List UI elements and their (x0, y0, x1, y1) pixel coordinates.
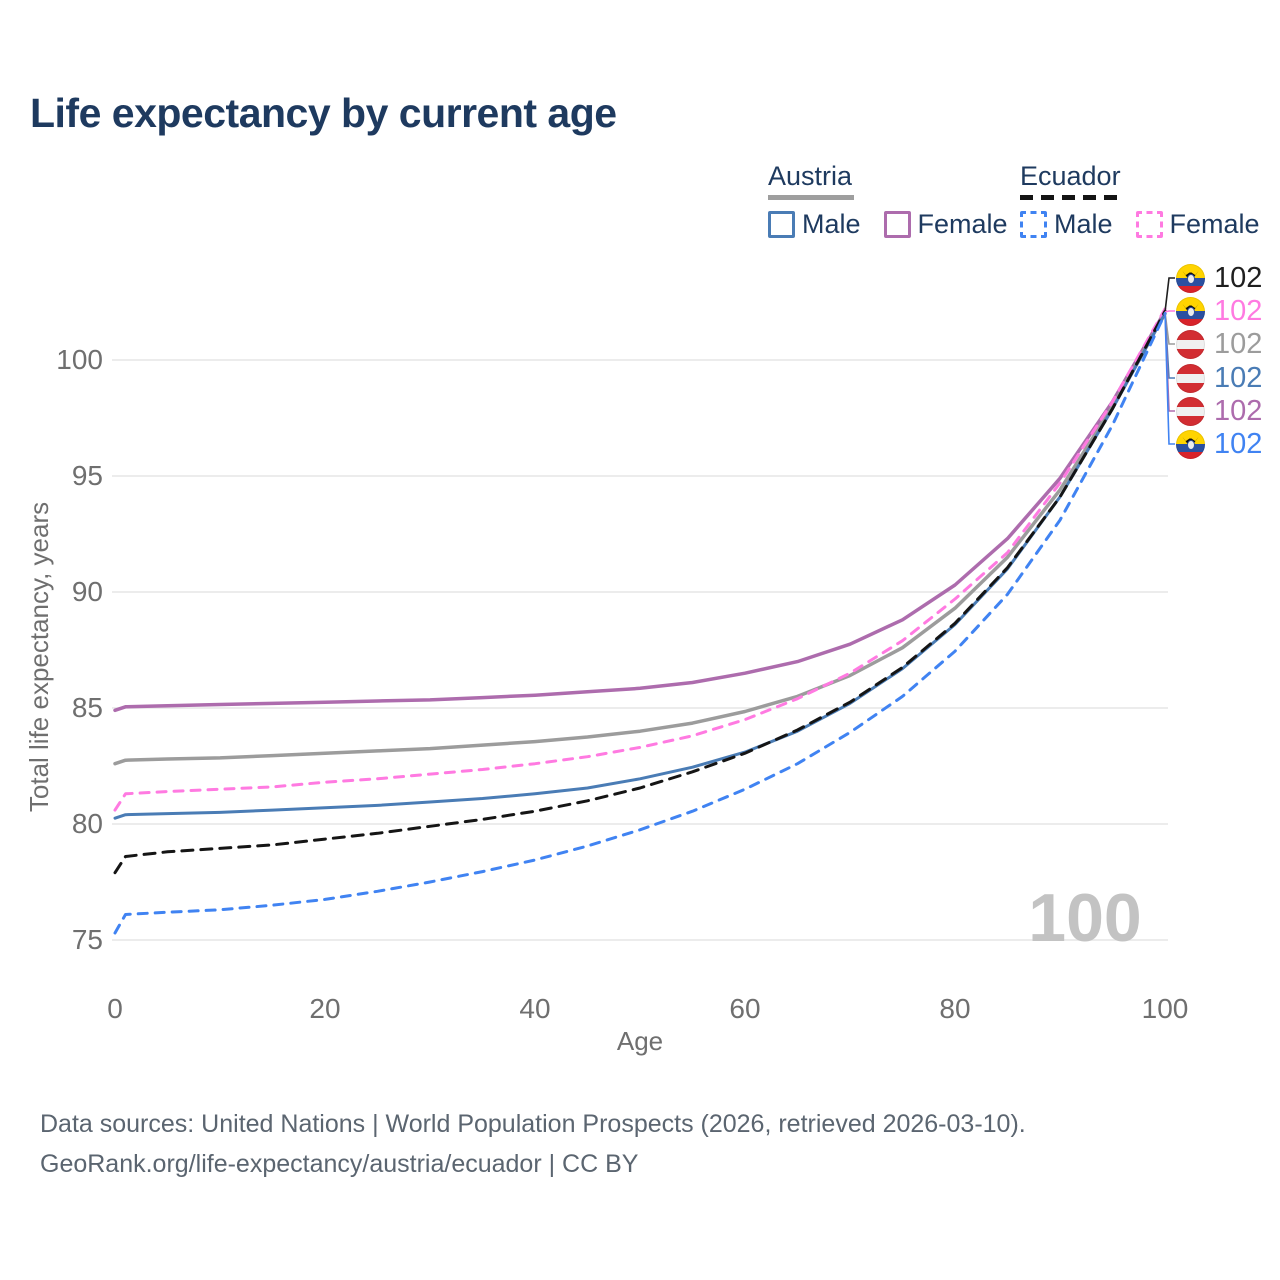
x-tick-40: 40 (519, 993, 550, 1024)
austria-flag-icon (1176, 363, 1205, 393)
end-label-row: 102 (1176, 263, 1262, 293)
end-label-value: 102 (1214, 328, 1263, 360)
end-label-row: 102 (1176, 329, 1262, 359)
legend-group-ecuador: Ecuador Male Female (1020, 161, 1260, 240)
series-austria-female-line (113, 309, 1167, 713)
end-label-connector (1164, 277, 1175, 313)
y-tick-80: 80 (72, 808, 103, 839)
ecuador-flag-icon (1176, 429, 1205, 459)
legend-item-austria-male[interactable]: Male (768, 209, 861, 240)
x-axis-title: Age (617, 1026, 663, 1056)
end-label-row: 102 (1176, 296, 1262, 326)
legend-header-austria: Austria (768, 161, 853, 191)
ecuador-female-checkbox[interactable] (1135, 211, 1163, 238)
series-austria-line (113, 311, 1167, 766)
legend-header-ecuador: Ecuador (1020, 161, 1121, 191)
austria-flag-icon (1176, 396, 1205, 426)
legend-item-ecuador-male[interactable]: Male (1020, 209, 1113, 240)
end-label-row: 102 (1176, 363, 1262, 393)
page-title: Life expectancy by current age (30, 90, 617, 136)
end-label-value: 102 (1214, 362, 1263, 394)
y-tick-85: 85 (72, 692, 103, 723)
end-label-value: 102 (1214, 428, 1263, 460)
series-ecuador-line (113, 309, 1167, 875)
end-label-value: 102 (1214, 395, 1263, 427)
end-label-connector (1164, 311, 1175, 445)
x-tick-60: 60 (729, 993, 760, 1024)
y-tick-100: 100 (56, 344, 103, 375)
ecuador-dashed-line-swatch (1020, 195, 1117, 200)
x-tick-80: 80 (939, 993, 970, 1024)
ecuador-male-checkbox[interactable] (1020, 211, 1047, 238)
ecuador-flag-icon (1176, 296, 1205, 326)
data-source-line: Data sources: United Nations | World Pop… (40, 1110, 1026, 1138)
legend-item-ecuador-female[interactable]: Female (1135, 209, 1260, 240)
series-ecuador-female-line (113, 307, 1167, 812)
age-watermark: 100 (1028, 880, 1141, 956)
austria-solid-line-swatch (768, 195, 854, 200)
ecuador-flag-icon (1176, 263, 1205, 293)
legend-label: Female (1169, 209, 1260, 239)
legend-group-austria: Austria Male Female (768, 161, 1008, 240)
footer: Data sources: United Nations | World Pop… (40, 1104, 1026, 1184)
x-tick-100: 100 (1142, 993, 1189, 1024)
attribution-line: GeoRank.org/life-expectancy/austria/ecua… (40, 1150, 639, 1178)
legend-item-austria-female[interactable]: Female (883, 209, 1008, 240)
x-tick-0: 0 (107, 993, 123, 1024)
end-label-connector (1164, 310, 1175, 313)
end-label-value: 102 (1214, 295, 1263, 327)
y-axis-title: Total life expectancy, years (24, 502, 54, 812)
end-label-row: 102 (1176, 429, 1262, 459)
legend-label: Male (1054, 209, 1113, 239)
end-label-value: 102 (1214, 262, 1263, 294)
x-tick-20: 20 (309, 993, 340, 1024)
y-tick-75: 75 (72, 924, 103, 955)
austria-female-checkbox[interactable] (883, 211, 911, 238)
austria-male-checkbox[interactable] (768, 211, 795, 238)
austria-flag-icon (1176, 329, 1205, 359)
legend-label: Male (802, 209, 861, 239)
y-tick-90: 90 (72, 576, 103, 607)
legend-label: Female (917, 209, 1008, 239)
end-label-row: 102 (1176, 396, 1262, 426)
y-tick-95: 95 (72, 460, 103, 491)
series-ecuador-male-line (113, 312, 1167, 935)
